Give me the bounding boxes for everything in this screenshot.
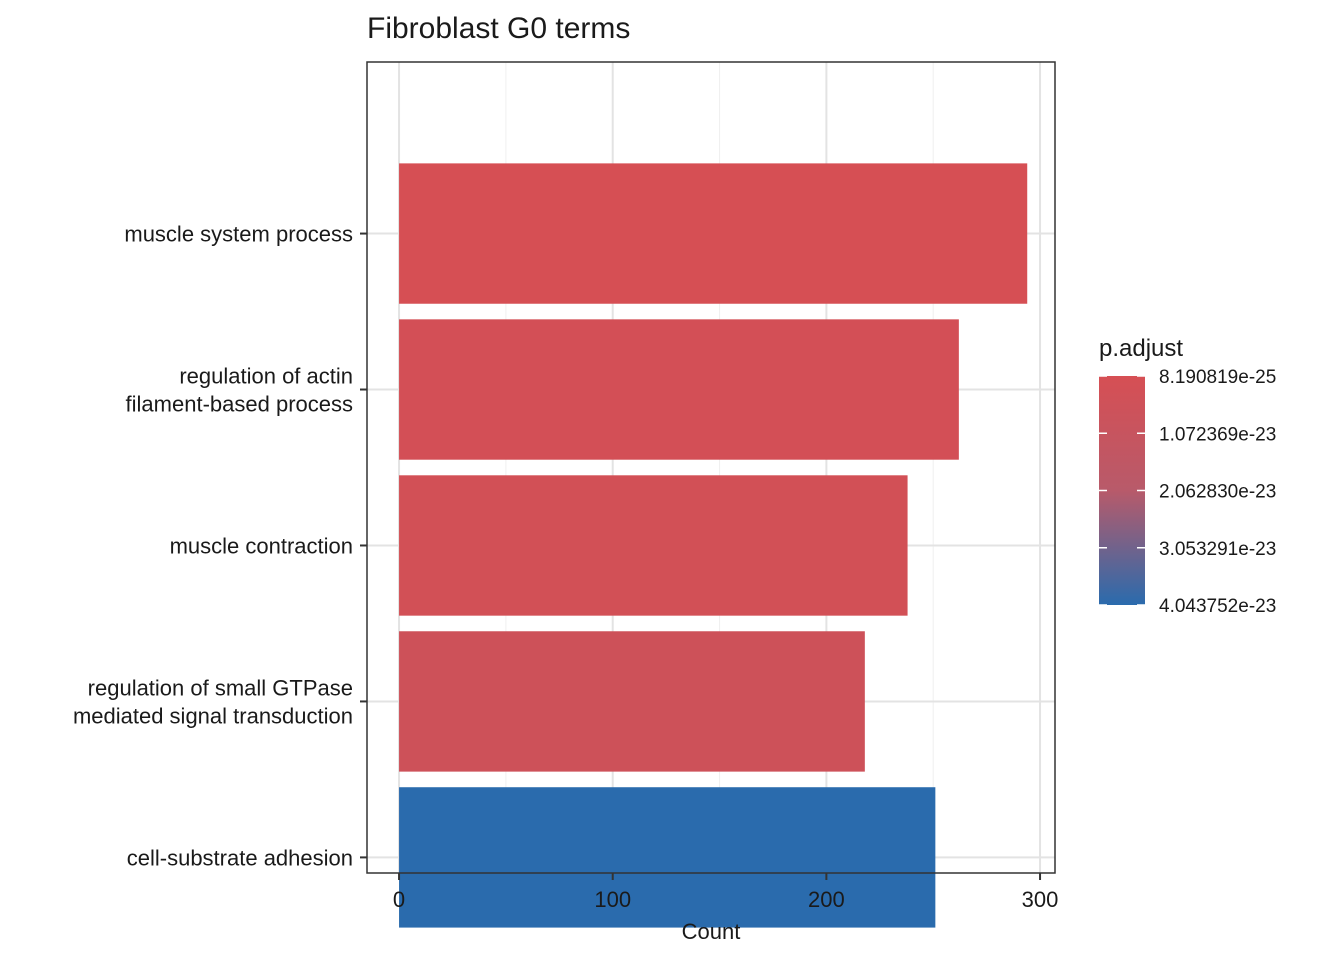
- plot-panel: [366, 61, 1056, 928]
- y-tick-label: muscle contraction: [170, 533, 353, 558]
- x-axis-label: Count: [682, 919, 741, 944]
- bars: [399, 163, 1028, 928]
- colorbar-tick-label: 1.072369e-23: [1159, 424, 1276, 445]
- bar: [399, 319, 959, 460]
- colorbar-tick-label: 4.043752e-23: [1159, 596, 1276, 617]
- x-tick-label: 300: [1022, 887, 1059, 912]
- chart-title: Fibroblast G0 terms: [367, 12, 630, 45]
- colorbar-legend: p.adjust 8.190819e-25 1.072369e-23 2.06283…: [1099, 335, 1276, 617]
- bar: [399, 475, 908, 616]
- y-tick-label: cell-substrate adhesion: [127, 845, 353, 870]
- x-tick-label: 200: [808, 887, 845, 912]
- x-axis: 0 100 200 300: [393, 873, 1058, 912]
- colorbar-tick-label: 3.053291e-23: [1159, 539, 1276, 560]
- y-axis: muscle system process regulation of actin…: [73, 222, 367, 870]
- panel-border: [366, 61, 1056, 874]
- y-tick-label: muscle system process: [124, 222, 353, 247]
- bar: [399, 163, 1028, 304]
- bar: [399, 631, 865, 772]
- y-tick-label: regulation of small GTPase mediated signa…: [73, 675, 353, 728]
- colorbar-tick-label: 2.062830e-23: [1159, 482, 1276, 503]
- legend-title: p.adjust: [1099, 335, 1183, 362]
- x-tick-label: 0: [393, 887, 405, 912]
- y-tick-label: regulation of actin filament-based proces…: [126, 364, 353, 417]
- x-tick-label: 100: [594, 887, 631, 912]
- colorbar-ticks: 8.190819e-25 1.072369e-23 2.062830e-23 3.05…: [1099, 367, 1276, 617]
- colorbar-tick-label: 8.190819e-25: [1159, 367, 1276, 388]
- bar: [399, 787, 936, 928]
